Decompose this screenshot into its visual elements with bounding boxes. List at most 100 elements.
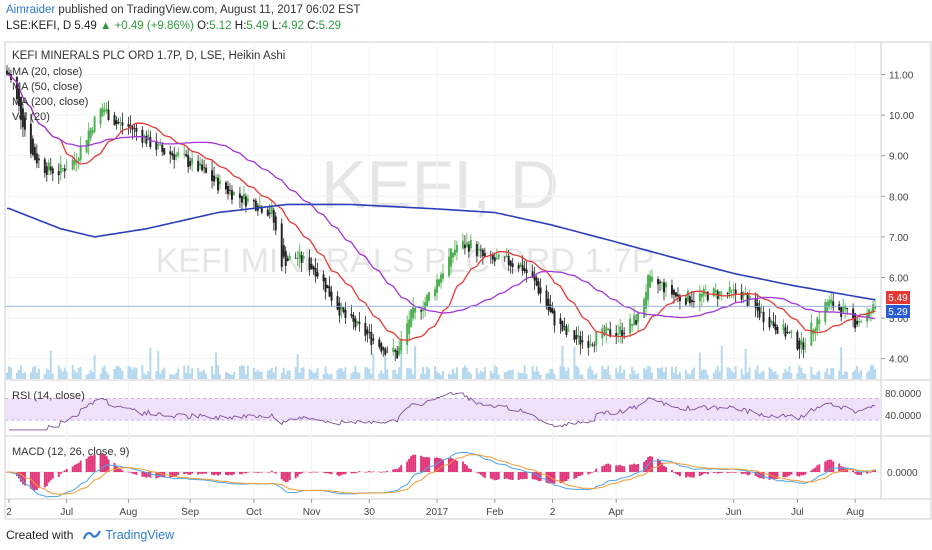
volume-bar xyxy=(732,372,735,379)
volume-bar xyxy=(768,367,771,379)
macd-hist-bar xyxy=(173,472,176,478)
volume-bar xyxy=(449,374,452,379)
volume-bar xyxy=(617,372,620,379)
candle-body xyxy=(215,176,218,179)
macd-hist-bar xyxy=(310,472,313,473)
macd-hist-bar xyxy=(161,472,164,478)
volume-bar xyxy=(824,371,827,379)
volume-bar xyxy=(760,371,763,379)
candle-body xyxy=(422,309,425,311)
volume-bar xyxy=(9,367,12,379)
macd-hist-bar xyxy=(607,463,610,472)
volume-bar xyxy=(826,368,829,379)
macd-hist-bar xyxy=(595,468,598,472)
candle-body xyxy=(177,152,180,156)
volume-bar xyxy=(670,366,673,379)
macd-hist-bar xyxy=(336,472,339,476)
macd-hist-bar xyxy=(531,472,534,480)
candle-body xyxy=(826,302,829,312)
volume-bar xyxy=(545,373,548,379)
macd-hist-bar xyxy=(159,472,162,477)
tradingview-brand[interactable]: TradingView xyxy=(105,528,175,542)
candle-body xyxy=(412,307,415,319)
candle-body xyxy=(364,322,367,336)
price-tag-blue xyxy=(886,305,910,318)
chart-svg[interactable]: KEFI, D KEFI MINERALS PLC ORD 1.7P 80.00… xyxy=(0,36,932,526)
macd-hist-bar xyxy=(720,472,723,474)
x-tick-label: Jul xyxy=(60,507,73,518)
author-link[interactable]: Aimraider xyxy=(6,4,56,16)
candle-body xyxy=(842,306,845,313)
candle-body xyxy=(296,258,299,260)
candle-body xyxy=(420,310,423,312)
macd-pane: 0.0000 xyxy=(5,451,918,498)
y-tick-label: 4.00 xyxy=(889,355,909,366)
volume-bar xyxy=(294,367,297,379)
macd-hist-bar xyxy=(322,472,325,473)
macd-hist-bar xyxy=(447,458,450,472)
macd-hist-bar xyxy=(509,472,512,480)
volume-bar xyxy=(65,371,68,379)
candle-body xyxy=(814,328,817,333)
macd-hist-bar xyxy=(157,472,160,478)
volume-bar xyxy=(567,367,570,379)
macd-hist-bar xyxy=(270,470,273,472)
volume-bar xyxy=(406,367,409,379)
open-value: 5.12 xyxy=(209,20,232,32)
candle-body xyxy=(720,292,723,294)
macd-hist-bar xyxy=(219,472,221,475)
candle-body xyxy=(565,326,568,335)
high-value: 5.49 xyxy=(246,20,269,32)
candle-body xyxy=(609,329,612,337)
volume-bar xyxy=(818,370,821,379)
volume-bar xyxy=(119,368,122,379)
volume-bar xyxy=(300,368,303,379)
macd-hist-bar xyxy=(260,472,263,473)
volume-bar xyxy=(802,373,805,379)
macd-hist-bar xyxy=(71,466,74,472)
candle-body xyxy=(232,192,235,195)
candle-body xyxy=(587,341,590,348)
candle-body xyxy=(659,281,661,284)
volume-bar xyxy=(238,366,241,379)
macd-hist-bar xyxy=(240,472,243,475)
candle-body xyxy=(31,138,34,156)
candle-body xyxy=(368,331,371,333)
y-tick-label: 8.00 xyxy=(889,192,909,203)
macd-hist-bar xyxy=(469,468,472,472)
macd-hist-bar xyxy=(370,471,373,473)
macd-hist-bar xyxy=(57,472,60,477)
candle-body xyxy=(617,333,620,335)
candle-body xyxy=(619,326,622,334)
candle-body xyxy=(314,268,317,277)
candle-body xyxy=(131,125,134,130)
candle-body xyxy=(169,151,172,155)
macd-hist-bar xyxy=(213,472,216,476)
macd-hist-bar xyxy=(615,465,618,472)
candle-body xyxy=(23,117,26,130)
volume-bar xyxy=(645,369,648,379)
candle-body xyxy=(121,122,124,126)
candle-body xyxy=(521,265,524,272)
volume-bar xyxy=(649,366,652,379)
macd-hist-bar xyxy=(858,472,861,475)
volume-bar xyxy=(493,365,496,379)
macd-hist-bar xyxy=(410,456,413,472)
volume-bar xyxy=(91,372,94,379)
macd-hist-bar xyxy=(493,472,496,481)
macd-hist-bar xyxy=(49,472,52,481)
macd-hist-bar xyxy=(649,456,652,472)
candle-body xyxy=(396,350,399,359)
volume-bar xyxy=(531,366,534,379)
macd-hist-bar xyxy=(519,472,522,480)
candle-body xyxy=(73,160,76,165)
volume-bar xyxy=(394,369,397,379)
macd-hist-bar xyxy=(788,472,791,476)
candle-body xyxy=(661,282,663,284)
candle-body xyxy=(762,311,765,323)
volume-bar xyxy=(511,369,514,379)
watermark-small: KEFI MINERALS PLC ORD 1.7P xyxy=(156,242,655,280)
volume-bar xyxy=(810,366,813,379)
macd-hist-bar xyxy=(712,472,715,474)
volume-bar xyxy=(424,374,427,379)
